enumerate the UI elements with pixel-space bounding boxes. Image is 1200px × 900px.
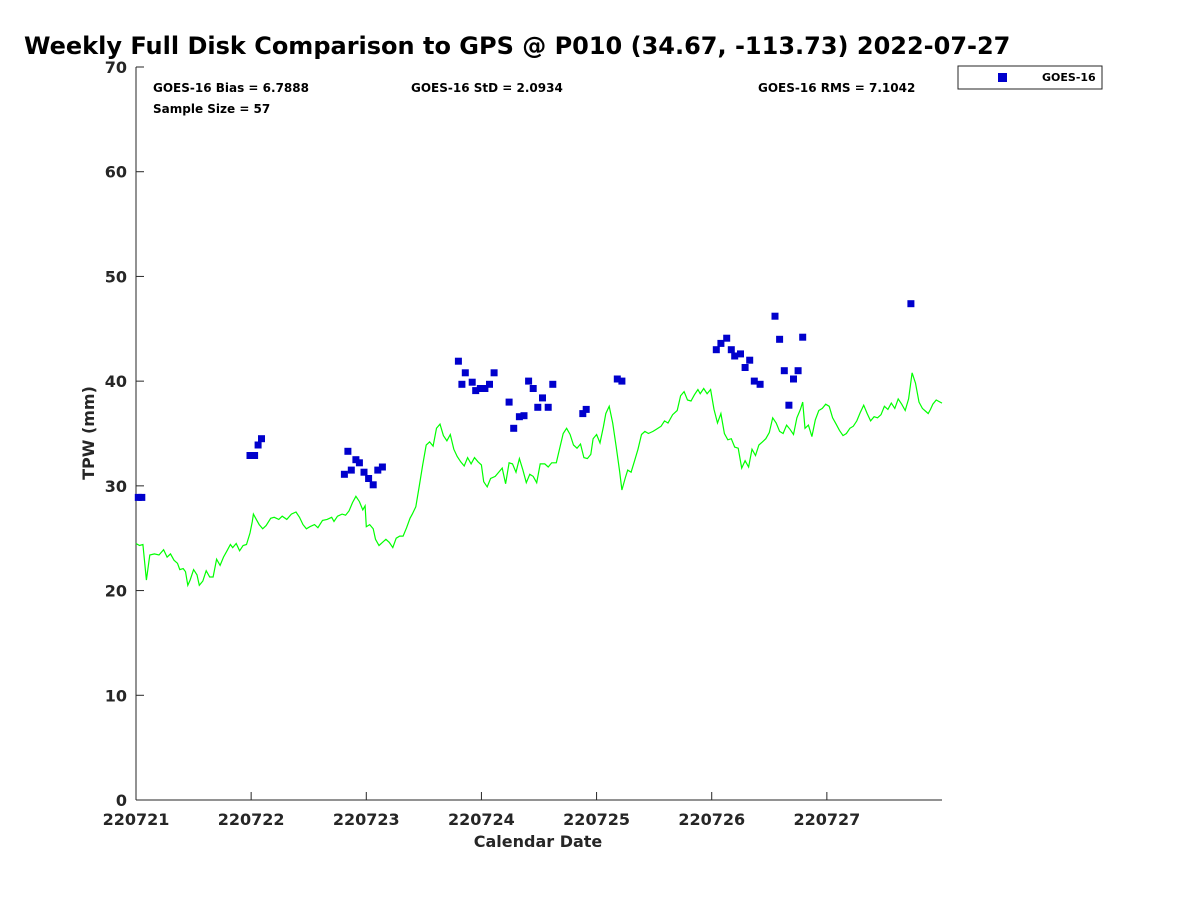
legend-box	[957, 65, 1103, 90]
axes-box	[136, 67, 942, 800]
y-tick-label: 30	[105, 477, 127, 496]
legend: GOES-16	[957, 65, 1103, 90]
goes16-point	[515, 413, 523, 421]
y-tick-label: 20	[105, 582, 127, 601]
legend-marker-goes16	[998, 73, 1007, 82]
stats-annotations: GOES-16 Bias = 6.7888 GOES-16 StD = 2.09…	[153, 81, 915, 116]
goes16-point	[799, 333, 807, 341]
x-tick-label: 220725	[563, 810, 630, 829]
goes16-point	[251, 452, 259, 459]
y-tick-label: 60	[105, 163, 127, 182]
y-tick-label: 0	[116, 791, 127, 810]
goes16-point	[374, 466, 382, 474]
goes16-point	[458, 380, 466, 388]
goes16-point	[539, 394, 546, 402]
std-stat: GOES-16 StD = 2.0934	[411, 81, 563, 95]
goes16-point	[582, 405, 590, 413]
goes16-point	[472, 387, 480, 395]
goes16-point	[907, 300, 915, 308]
goes16-point	[461, 369, 469, 377]
goes16-point	[355, 459, 363, 467]
goes16-point	[534, 403, 542, 411]
plot-area	[135, 67, 942, 801]
goes16-point	[490, 369, 498, 377]
goes16-point	[737, 350, 744, 358]
goes16-point	[790, 375, 797, 383]
goes16-point	[510, 424, 518, 432]
x-tick-label: 220724	[448, 810, 515, 829]
goes16-point	[776, 335, 784, 343]
sample-size-stat: Sample Size = 57	[153, 102, 270, 116]
goes16-point	[717, 339, 725, 347]
goes16-point	[731, 352, 739, 360]
goes16-point	[750, 377, 758, 385]
gps-series	[135, 372, 943, 588]
goes16-point	[746, 356, 754, 364]
x-tick-label: 220722	[218, 810, 285, 829]
goes16-point	[771, 312, 779, 320]
goes16-point	[727, 346, 735, 354]
goes16-point	[344, 447, 352, 455]
goes16-point	[618, 377, 626, 385]
goes16-point	[549, 380, 557, 388]
x-tick-label: 220723	[333, 810, 400, 829]
goes16-point	[544, 403, 552, 411]
goes16-point	[525, 377, 533, 385]
y-tick-label: 10	[105, 686, 127, 705]
y-axis-label: TPW (mm)	[79, 386, 98, 480]
goes16-point	[246, 452, 254, 459]
goes16-point	[723, 334, 731, 342]
goes16-point	[741, 364, 749, 371]
goes16-point	[579, 410, 587, 418]
x-tick-label: 220727	[793, 810, 860, 829]
goes16-point	[360, 468, 368, 476]
goes16-point	[785, 401, 793, 409]
y-tick-label: 40	[105, 372, 127, 391]
gps-line	[135, 372, 943, 588]
y-tick-label: 70	[105, 58, 127, 77]
goes16-point	[712, 346, 720, 354]
goes16-point	[254, 441, 262, 449]
goes16-point	[365, 475, 373, 482]
goes16-point	[138, 493, 146, 501]
rms-stat: GOES-16 RMS = 7.1042	[758, 81, 915, 95]
goes16-point	[258, 435, 265, 443]
goes16-point	[369, 481, 377, 489]
goes16-point	[756, 380, 764, 388]
legend-label-goes16: GOES-16	[1042, 71, 1096, 84]
goes16-point	[486, 380, 493, 388]
x-tick-label: 220721	[103, 810, 170, 829]
y-tick-label: 50	[105, 267, 127, 286]
y-axis-ticks: 0 10 20 30 40 50 60 70	[105, 58, 144, 810]
goes16-point	[340, 470, 348, 478]
chart-title: Weekly Full Disk Comparison to GPS @ P01…	[24, 32, 1010, 60]
goes16-point	[613, 375, 621, 383]
goes16-point	[454, 357, 462, 365]
goes16-point	[520, 412, 528, 420]
goes16-point	[378, 463, 386, 471]
goes16-point	[347, 466, 355, 474]
goes16-point	[794, 367, 802, 375]
goes16-series	[134, 300, 915, 501]
x-axis-ticks: 220721 220722 220723 220724 220725 220726 2207…	[103, 792, 860, 829]
goes16-point	[505, 398, 513, 406]
bias-stat: GOES-16 Bias = 6.7888	[153, 81, 309, 95]
x-tick-label: 220726	[678, 810, 745, 829]
goes16-point	[476, 385, 484, 392]
goes16-point	[780, 367, 788, 375]
goes16-point	[481, 385, 489, 392]
goes16-point	[529, 385, 537, 392]
goes16-point	[468, 378, 476, 386]
x-axis-label: Calendar Date	[474, 832, 603, 851]
